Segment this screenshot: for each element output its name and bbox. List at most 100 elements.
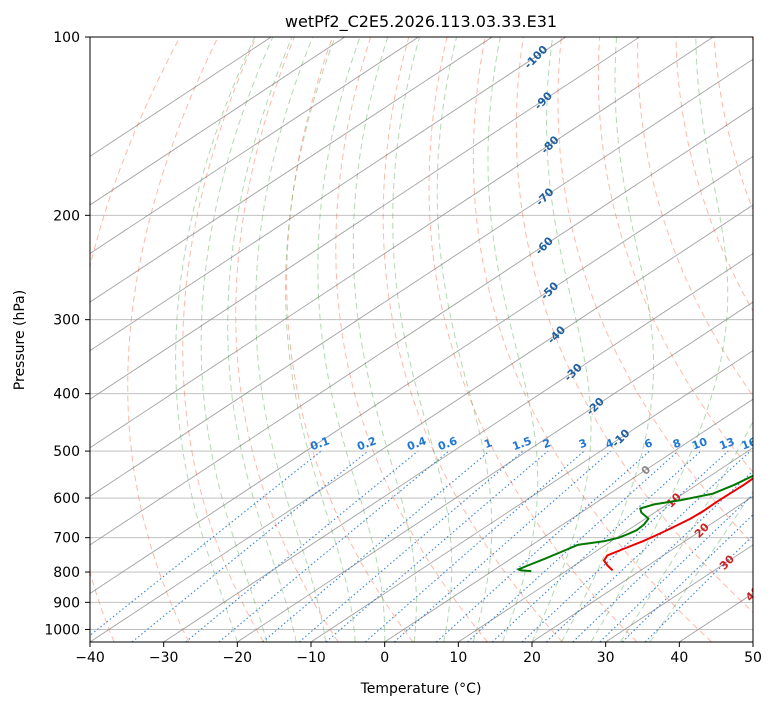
dry-adiabat — [515, 37, 753, 613]
dry-adiabat — [127, 37, 219, 642]
mixing-ratio-line — [572, 470, 753, 642]
mixing-ratio-label: 8 — [671, 436, 683, 451]
mixing-ratio-line — [185, 450, 419, 642]
moist-adiabat — [561, 37, 655, 642]
isotherm — [310, 350, 753, 642]
y-tick-label: 300 — [53, 313, 80, 329]
y-axis-label: Pressure (hPa) — [12, 290, 28, 390]
isotherm — [90, 37, 493, 303]
y-tick-label: 400 — [53, 387, 80, 403]
isotherm — [90, 37, 272, 157]
dry-adiabat — [286, 37, 414, 642]
mixing-ratio-label: 0.4 — [405, 434, 428, 453]
y-tick-label: 100 — [53, 30, 80, 46]
mixing-ratio-label: 3 — [577, 436, 589, 451]
moist-adiabat — [392, 37, 453, 642]
dewpoint-line — [517, 474, 753, 573]
x-tick-label: 0 — [380, 650, 389, 666]
mixing-ratio-line — [218, 450, 450, 642]
x-tick-label: −10 — [296, 650, 326, 666]
mixing-ratio-label: 13 — [718, 435, 737, 452]
moist-adiabat — [175, 37, 256, 642]
isotherm-label: 40 — [743, 584, 763, 604]
x-axis-label: Temperature (°C) — [360, 681, 482, 697]
mixing-ratio-line — [644, 534, 753, 642]
mixing-ratio-line — [90, 450, 322, 637]
isotherm — [237, 301, 753, 642]
moist-adiabat — [619, 420, 753, 642]
isotherm — [90, 37, 567, 352]
dry-adiabat — [235, 37, 339, 642]
x-tick-label: 10 — [449, 650, 467, 666]
mixing-ratio-label: 4 — [604, 436, 616, 451]
isotherm — [90, 155, 753, 594]
moist-adiabat — [590, 37, 729, 642]
mixing-ratio-label: 0.6 — [436, 434, 459, 453]
dry-adiabat — [182, 37, 264, 642]
mixing-ratio-line — [131, 450, 369, 642]
background-lines — [90, 37, 753, 642]
isotherm — [458, 447, 753, 642]
isotherm — [90, 37, 346, 206]
chart-title: wetPf2_C2E5.2026.113.03.33.E31 — [285, 12, 557, 32]
y-tick-label: 900 — [53, 595, 80, 611]
isotherm — [384, 398, 753, 642]
isotherm — [90, 37, 714, 449]
mixing-ratio-label: 2 — [541, 436, 553, 451]
isotherm — [90, 204, 753, 642]
dry-adiabat — [382, 37, 563, 642]
dry-adiabat — [637, 37, 753, 397]
mixing-ratio-line — [521, 450, 729, 642]
moist-adiabat — [200, 37, 274, 642]
dry-adiabat — [335, 37, 488, 642]
mixing-ratio-line — [436, 450, 650, 642]
mixing-ratio-label: 1.5 — [511, 434, 534, 453]
mixing-ratio-label: 16 — [740, 435, 759, 453]
isotherm — [90, 107, 753, 546]
x-tick-label: −30 — [149, 650, 179, 666]
y-tick-label: 600 — [53, 491, 80, 507]
moist-adiabat — [255, 37, 327, 642]
mixing-ratio-label: 20 — [764, 435, 775, 453]
x-tick-label: −20 — [223, 650, 253, 666]
moist-adiabat — [317, 37, 386, 642]
moist-adiabat — [285, 37, 356, 642]
moist-adiabat — [487, 37, 539, 642]
mixing-ratio-line — [364, 450, 585, 642]
isotherm — [90, 37, 640, 400]
y-tick-label: 500 — [53, 444, 80, 460]
moist-adiabat — [649, 490, 753, 642]
mixing-ratio-line — [298, 450, 524, 642]
mixing-ratio-line — [262, 450, 490, 642]
isotherm — [531, 495, 753, 642]
dry-adiabat — [557, 37, 753, 545]
mixing-ratio-label: 6 — [643, 436, 655, 451]
plot-frame — [89, 36, 754, 643]
isotherm — [752, 641, 753, 642]
mixing-ratio-line — [622, 513, 753, 642]
isotherm — [90, 37, 419, 255]
x-tick-label: −40 — [75, 650, 105, 666]
mixing-ratio-label: 10 — [690, 435, 709, 453]
y-tick-label: 700 — [53, 531, 80, 547]
x-tick-label: 50 — [744, 650, 762, 666]
x-tick-label: 20 — [523, 650, 541, 666]
y-tick-label: 1000 — [44, 622, 80, 638]
temperature-line — [603, 477, 753, 572]
dry-adiabat — [751, 37, 753, 48]
mixing-ratio-label: 1 — [482, 436, 494, 451]
y-tick-label: 800 — [53, 565, 80, 581]
mixing-ratio-label: 0.1 — [309, 434, 332, 453]
plot-background — [90, 37, 753, 642]
x-tick-label: 30 — [597, 650, 615, 666]
moist-adiabat — [436, 37, 493, 642]
y-tick-label: 200 — [53, 208, 80, 224]
isotherm — [90, 58, 753, 497]
mixing-ratio-label: 0.2 — [355, 434, 378, 453]
axes: −40 −30 −20 −10 0 10 20 30 40 5010020030040050060… — [44, 30, 762, 666]
moist-adiabat — [352, 37, 417, 642]
moist-adiabat — [531, 37, 592, 642]
moist-adiabat — [227, 37, 297, 642]
sounding-profiles — [517, 474, 753, 573]
